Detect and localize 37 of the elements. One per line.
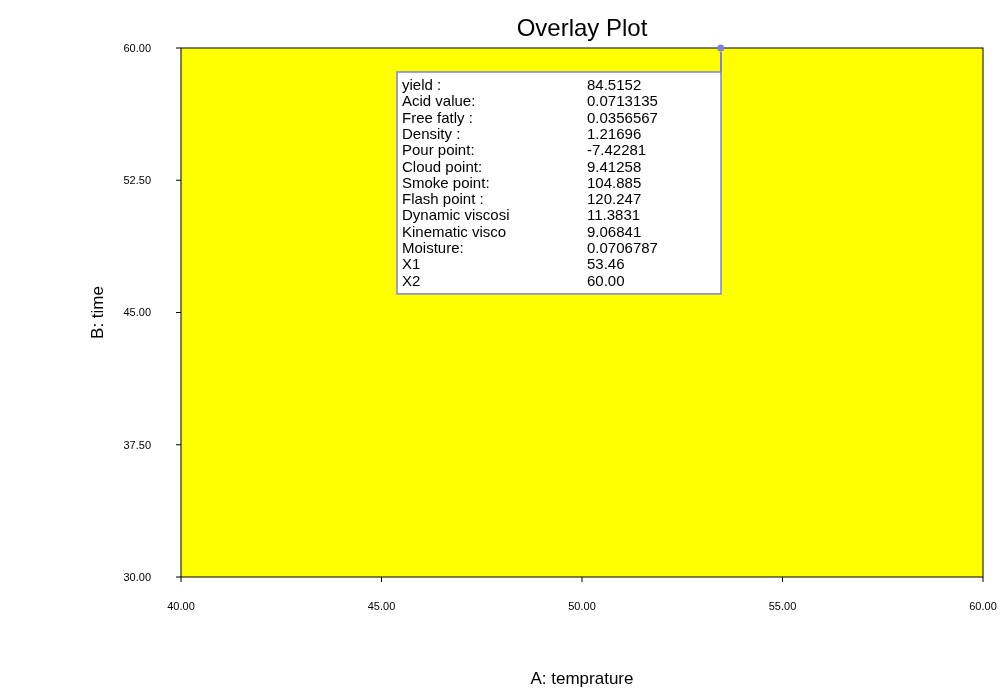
x-tick-label: 45.00	[367, 600, 396, 612]
y-axis-title: B: time	[88, 286, 107, 339]
x-tick-label: 50.00	[568, 600, 596, 612]
annotation: Moisture:	[402, 239, 464, 257]
chart-title: Overlay Plot	[516, 14, 648, 41]
annotation: Pour point:	[402, 141, 475, 159]
y-tick-label: 37.50	[123, 438, 151, 451]
annotation: 9.41258	[587, 157, 642, 175]
annotation: 53.46	[587, 255, 625, 273]
annotation: X2	[402, 271, 421, 289]
annotation: 0.0713135	[587, 92, 658, 110]
annotation: -7.42281	[587, 141, 647, 159]
annotation: 11.3831	[587, 206, 641, 224]
y-tick-label: 52.50	[123, 174, 151, 187]
annotation: Dynamic viscosi	[402, 206, 510, 224]
annotation: 1.21696	[587, 124, 642, 142]
annotation: Flash point :	[402, 190, 484, 208]
x-tick-label: 55.00	[768, 600, 797, 612]
y-tick-label: 45.00	[123, 306, 151, 319]
x-tick-label: 40.00	[167, 600, 195, 612]
annotation: 9.06841	[587, 222, 642, 240]
annotation: 104.885	[587, 173, 642, 191]
x-axis-title: A: temprature	[530, 669, 634, 688]
annotation: Free fatly :	[402, 108, 473, 126]
annotation: 84.5152	[587, 76, 642, 94]
annotation: Acid value:	[402, 92, 476, 110]
annotation: Cloud point:	[402, 157, 483, 175]
annotation: 120.247	[587, 190, 642, 208]
x-tick-label: 60.00	[969, 600, 997, 612]
annotation: 60.00	[587, 271, 625, 289]
annotation: Kinematic visco	[402, 222, 507, 240]
y-tick-label: 60.00	[123, 41, 151, 54]
annotation: 0.0706787	[587, 239, 658, 257]
annotation: yield :	[402, 76, 442, 94]
annotation: 0.0356567	[587, 108, 658, 126]
annotation: X1	[402, 255, 421, 273]
y-tick-label: 30.00	[123, 570, 151, 583]
